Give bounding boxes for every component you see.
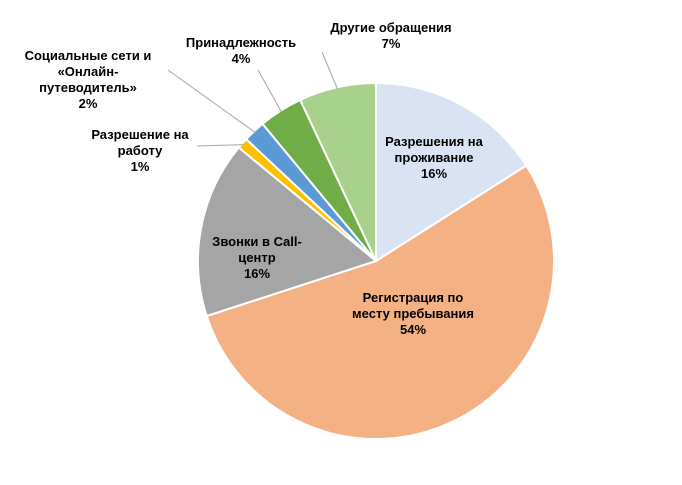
pie-slice [375, 81, 528, 263]
pie-slice [205, 164, 555, 440]
slice-label: Разрешение на работу [91, 127, 189, 158]
leader-line [167, 69, 256, 134]
slice-label: Социальные сети и «Онлайн-путеводитель» [25, 48, 152, 95]
value-label: 4% [232, 51, 251, 66]
slice-label: Другие обращения [330, 20, 451, 35]
leader-line [196, 144, 244, 147]
leader-line [321, 51, 339, 90]
value-label: 1% [131, 159, 150, 174]
value-label: 16% [244, 266, 270, 281]
pie-slice [197, 146, 379, 318]
value-label: 16% [421, 166, 447, 181]
slice-label: Регистрация по месту пребывания [352, 290, 474, 321]
value-label: 54% [400, 322, 426, 337]
leader-line [257, 69, 283, 113]
slice-label: Разрешения на проживание [385, 134, 483, 165]
slice-label: Принадлежность [186, 35, 296, 50]
slice-label: Звонки в Call-центр [212, 234, 302, 265]
value-label: 2% [79, 96, 98, 111]
value-label: 7% [382, 36, 401, 51]
